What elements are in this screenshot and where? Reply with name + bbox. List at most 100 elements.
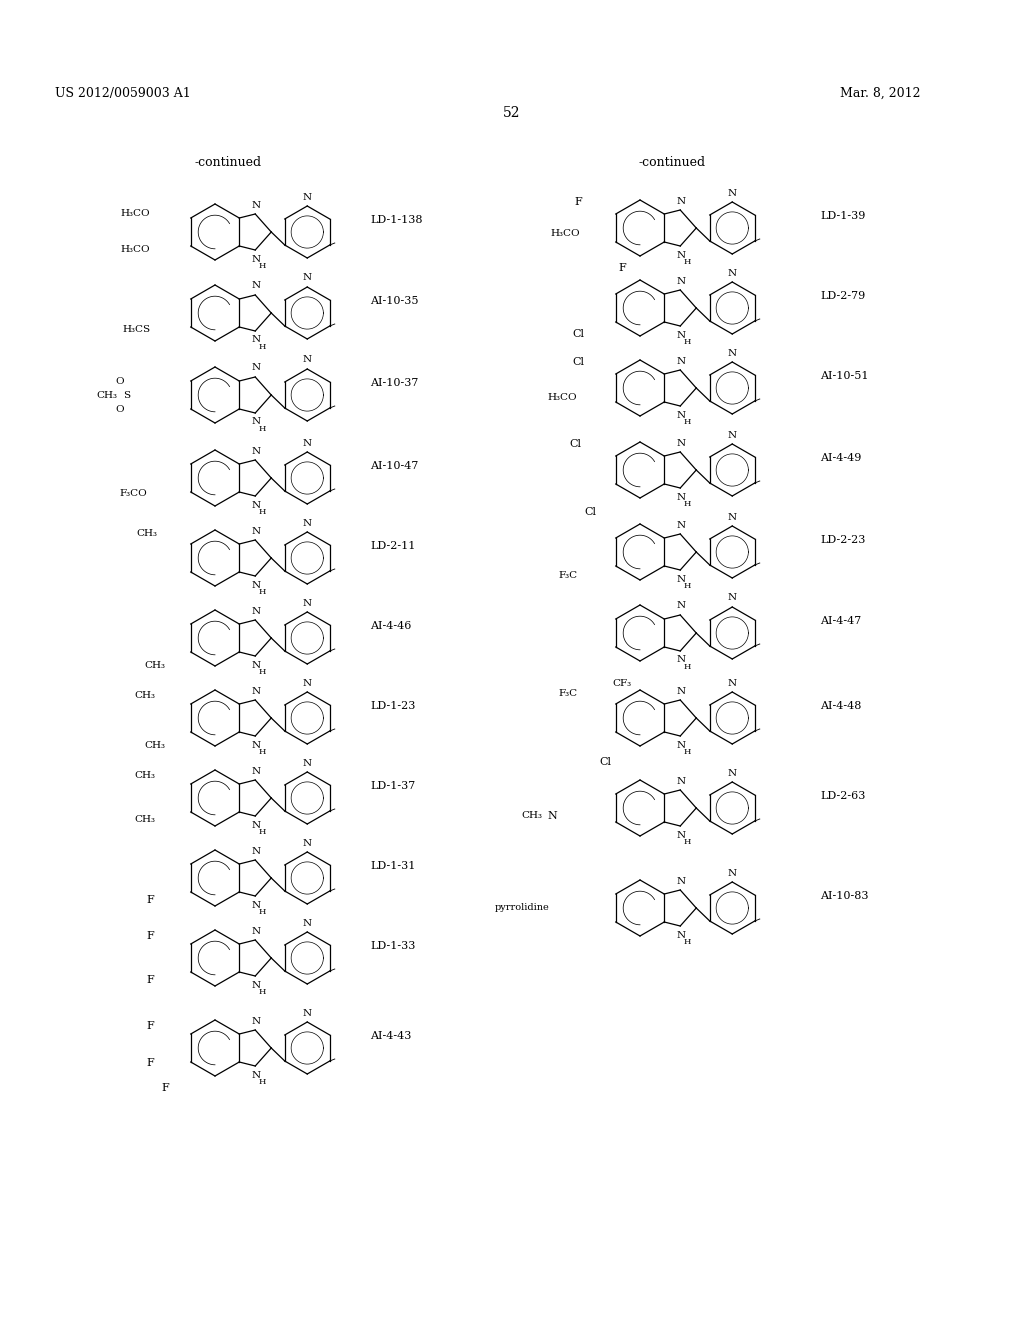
Text: H₃CO: H₃CO: [120, 246, 150, 255]
Text: LD-2-23: LD-2-23: [820, 535, 865, 545]
Text: N: N: [252, 500, 261, 510]
Text: N: N: [303, 838, 312, 847]
Text: N: N: [677, 830, 686, 840]
Text: N: N: [728, 430, 737, 440]
Text: N: N: [547, 810, 557, 821]
Text: AI-4-48: AI-4-48: [820, 701, 861, 711]
Text: H: H: [259, 343, 266, 351]
Text: O: O: [116, 404, 124, 413]
Text: N: N: [728, 869, 737, 878]
Text: N: N: [252, 363, 261, 372]
Text: H: H: [684, 939, 691, 946]
Text: N: N: [303, 355, 312, 364]
Text: N: N: [303, 598, 312, 607]
Text: N: N: [252, 527, 261, 536]
Text: CH₃: CH₃: [521, 812, 543, 821]
Text: N: N: [728, 678, 737, 688]
Text: N: N: [252, 335, 261, 345]
Text: N: N: [728, 768, 737, 777]
Text: N: N: [677, 741, 686, 750]
Text: N: N: [252, 660, 261, 669]
Text: H: H: [684, 663, 691, 671]
Text: H: H: [684, 257, 691, 267]
Text: N: N: [252, 767, 261, 776]
Text: LD-1-37: LD-1-37: [370, 781, 416, 791]
Text: -continued: -continued: [638, 157, 706, 169]
Text: Mar. 8, 2012: Mar. 8, 2012: [840, 87, 921, 99]
Text: N: N: [677, 602, 686, 610]
Text: F: F: [146, 895, 154, 906]
Text: H: H: [684, 582, 691, 590]
Text: LD-1-23: LD-1-23: [370, 701, 416, 711]
Text: Cl: Cl: [569, 440, 581, 449]
Text: AI-4-47: AI-4-47: [820, 616, 861, 626]
Text: N: N: [252, 927, 261, 936]
Text: N: N: [677, 438, 686, 447]
Text: F₃CO: F₃CO: [119, 490, 146, 499]
Text: H: H: [259, 508, 266, 516]
Text: S: S: [124, 391, 131, 400]
Text: N: N: [677, 411, 686, 420]
Text: N: N: [728, 594, 737, 602]
Text: N: N: [677, 356, 686, 366]
Text: CH₃: CH₃: [134, 692, 156, 701]
Text: Cl: Cl: [572, 356, 584, 367]
Text: N: N: [303, 678, 312, 688]
Text: O: O: [116, 376, 124, 385]
Text: CH₃: CH₃: [144, 742, 166, 751]
Text: N: N: [677, 520, 686, 529]
Text: H: H: [259, 748, 266, 756]
Text: N: N: [303, 438, 312, 447]
Text: N: N: [677, 276, 686, 285]
Text: N: N: [252, 900, 261, 909]
Text: AI-10-47: AI-10-47: [370, 461, 419, 471]
Text: F₃C: F₃C: [558, 689, 578, 698]
Text: N: N: [303, 193, 312, 202]
Text: US 2012/0059003 A1: US 2012/0059003 A1: [55, 87, 190, 99]
Text: N: N: [252, 606, 261, 615]
Text: N: N: [677, 197, 686, 206]
Text: N: N: [728, 348, 737, 358]
Text: N: N: [252, 1071, 261, 1080]
Text: Cl: Cl: [572, 329, 584, 339]
Text: CH₃: CH₃: [136, 529, 158, 539]
Text: N: N: [252, 417, 261, 426]
Text: AI-10-35: AI-10-35: [370, 296, 419, 306]
Text: AI-10-51: AI-10-51: [820, 371, 868, 381]
Text: H: H: [259, 668, 266, 676]
Text: F: F: [618, 263, 626, 273]
Text: N: N: [252, 446, 261, 455]
Text: H: H: [684, 748, 691, 756]
Text: N: N: [728, 268, 737, 277]
Text: N: N: [252, 846, 261, 855]
Text: H: H: [684, 338, 691, 346]
Text: F: F: [146, 1020, 154, 1031]
Text: N: N: [677, 776, 686, 785]
Text: N: N: [677, 330, 686, 339]
Text: F: F: [161, 1082, 169, 1093]
Text: N: N: [728, 189, 737, 198]
Text: N: N: [677, 931, 686, 940]
Text: N: N: [303, 1008, 312, 1018]
Text: N: N: [252, 201, 261, 210]
Text: -continued: -continued: [195, 157, 261, 169]
Text: LD-2-11: LD-2-11: [370, 541, 416, 550]
Text: N: N: [252, 581, 261, 590]
Text: H₃CO: H₃CO: [120, 210, 150, 219]
Text: CF₃: CF₃: [612, 678, 632, 688]
Text: LD-2-63: LD-2-63: [820, 791, 865, 801]
Text: F: F: [146, 931, 154, 941]
Text: H: H: [259, 425, 266, 433]
Text: N: N: [252, 981, 261, 990]
Text: LD-2-79: LD-2-79: [820, 290, 865, 301]
Text: LD-1-138: LD-1-138: [370, 215, 423, 224]
Text: H: H: [259, 987, 266, 997]
Text: N: N: [303, 519, 312, 528]
Text: N: N: [303, 919, 312, 928]
Text: CH₃: CH₃: [96, 391, 118, 400]
Text: N: N: [677, 656, 686, 664]
Text: H: H: [684, 838, 691, 846]
Text: N: N: [303, 759, 312, 767]
Text: 52: 52: [503, 106, 521, 120]
Text: AI-4-46: AI-4-46: [370, 620, 412, 631]
